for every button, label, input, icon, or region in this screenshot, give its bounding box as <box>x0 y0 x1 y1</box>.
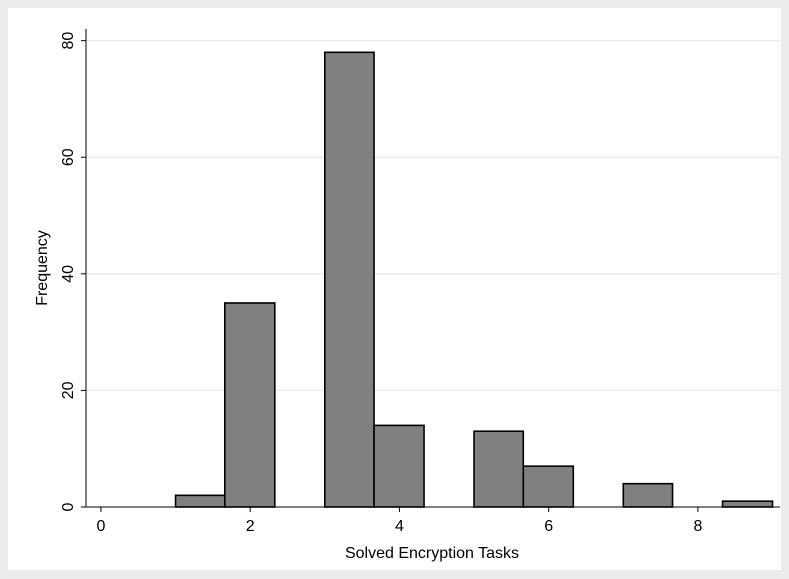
histogram-bar-8 <box>721 500 774 508</box>
x-tick-label-8: 8 <box>693 518 702 535</box>
tick-labels: 0 20 40 60 80 0 2 4 6 8 <box>60 32 702 535</box>
histogram-bar-2 <box>224 302 276 508</box>
y-axis-title: Frequency <box>34 230 51 306</box>
grid-lines <box>86 40 780 391</box>
y-tick-label-40: 40 <box>60 265 77 283</box>
histogram-bar-1 <box>174 494 226 508</box>
y-tick-label-80: 80 <box>60 32 77 50</box>
y-tick-label-60: 60 <box>60 148 77 166</box>
bars <box>174 51 774 508</box>
histogram-bar-6 <box>522 465 575 508</box>
axes <box>81 29 780 512</box>
x-tick-label-2: 2 <box>246 518 255 535</box>
histogram-bar-3 <box>323 51 375 508</box>
x-tick-label-6: 6 <box>544 518 553 535</box>
histogram-bar-4 <box>373 424 425 508</box>
y-tick-label-0: 0 <box>60 502 77 511</box>
x-tick-label-4: 4 <box>395 518 404 535</box>
histogram-bar-5 <box>473 430 525 508</box>
y-tick-label-20: 20 <box>60 381 77 399</box>
x-tick-label-0: 0 <box>96 518 105 535</box>
histogram-bar-7 <box>622 482 674 508</box>
x-axis-title: Solved Encryption Tasks <box>345 545 519 562</box>
